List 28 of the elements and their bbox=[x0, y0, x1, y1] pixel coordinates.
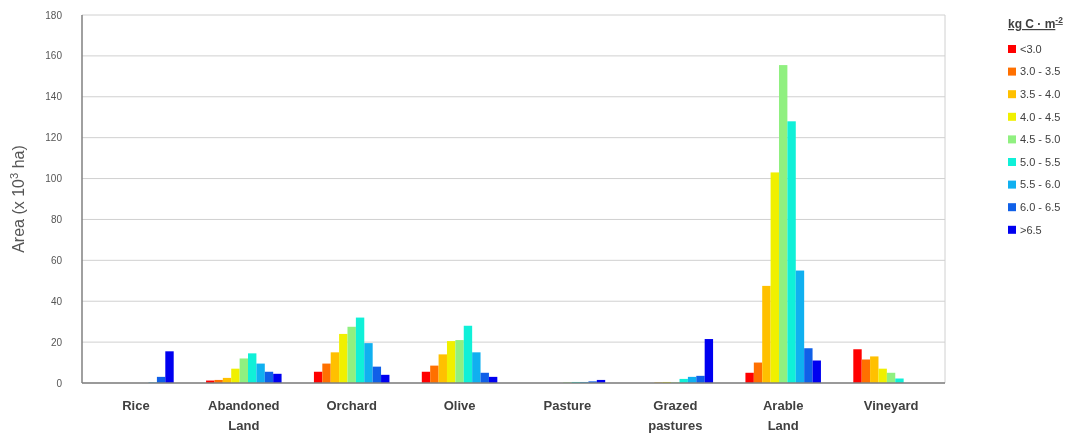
y-tick-label: 20 bbox=[50, 336, 63, 348]
y-tick-label: 0 bbox=[56, 377, 63, 389]
y-tick-label: 60 bbox=[50, 254, 63, 266]
y-tick-label: 180 bbox=[45, 9, 63, 21]
legend-label: 4.0 - 4.5 bbox=[1020, 110, 1061, 123]
legend-label: 3.5 - 4.0 bbox=[1020, 88, 1061, 101]
x-tick-label: Pasture bbox=[543, 398, 592, 413]
legend-label: 3.0 - 3.5 bbox=[1020, 65, 1061, 78]
x-tick-label: Rice bbox=[122, 398, 150, 413]
y-tick-label: 120 bbox=[45, 132, 63, 144]
y-tick-label: 160 bbox=[45, 50, 63, 62]
x-tick-label: Vineyard bbox=[863, 398, 919, 413]
y-tick-label: 100 bbox=[45, 173, 63, 185]
legend-label: 6.0 - 6.5 bbox=[1020, 201, 1061, 214]
y-tick-label: 80 bbox=[50, 213, 63, 225]
legend-label: 4.5 - 5.0 bbox=[1020, 133, 1061, 146]
legend-label: <3.0 bbox=[1020, 42, 1042, 55]
x-tick-label: Arable Land bbox=[762, 398, 804, 433]
x-tick-label: Orchard bbox=[326, 398, 378, 413]
legend-title: kg C · m$^{-2}$ bbox=[1008, 15, 1064, 31]
y-tick-label: 40 bbox=[50, 295, 63, 307]
x-tick-label: Grazed pastures bbox=[648, 398, 703, 433]
legend-label: >6.5 bbox=[1020, 223, 1042, 236]
legend-label: 5.0 - 5.5 bbox=[1020, 155, 1061, 168]
x-tick-label: Olive bbox=[443, 398, 476, 413]
legend-label: 5.5 - 6.0 bbox=[1020, 178, 1061, 191]
y-tick-label: 140 bbox=[45, 91, 63, 103]
x-tick-label: Abandoned Land bbox=[208, 398, 280, 433]
